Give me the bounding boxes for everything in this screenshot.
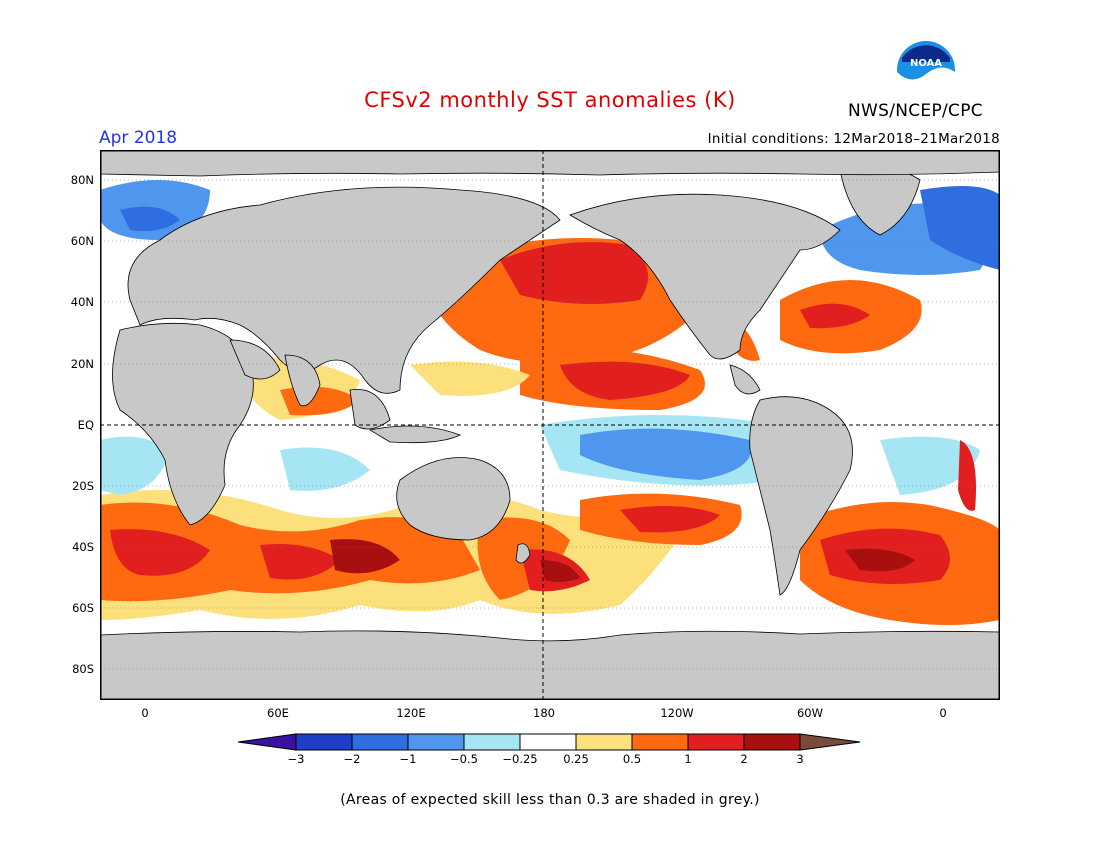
- agency-label: NWS/NCEP/CPC: [848, 101, 983, 121]
- colorbar-bin-1: [295, 733, 353, 751]
- colorbar-bin-2: [351, 733, 409, 751]
- x-tick-120e: 120E: [396, 706, 426, 720]
- colorbar-bin-8: [687, 733, 745, 751]
- colorbar-label: −3: [287, 752, 305, 766]
- colorbar: [238, 733, 861, 751]
- sst-anomaly-map: [100, 150, 1000, 700]
- x-tick-0: 0: [141, 706, 149, 720]
- antarctica-landmass: [100, 630, 1000, 700]
- y-tick-eq: EQ: [77, 418, 94, 432]
- north-america-landmass: [569, 193, 841, 360]
- y-tick-20n: 20N: [70, 357, 94, 371]
- colorbar-bin-3: [407, 733, 465, 751]
- map-frame: [100, 150, 1000, 700]
- colorbar-label: −0.5: [450, 752, 478, 766]
- x-tick-60w: 60W: [796, 706, 823, 720]
- colorbar-low-extend: [238, 733, 297, 751]
- land-masses: [100, 150, 1000, 700]
- colorbar-bin-6: [575, 733, 633, 751]
- colorbar-label: −2: [343, 752, 361, 766]
- colorbar-label: 0.25: [563, 752, 589, 766]
- initial-conditions: Initial conditions: 12Mar2018–21Mar2018: [707, 131, 1000, 147]
- y-tick-60n: 60N: [70, 234, 94, 248]
- y-tick-20s: 20S: [72, 479, 94, 493]
- page-title: CFSv2 monthly SST anomalies (K): [364, 88, 736, 112]
- colorbar-bin-9: [743, 733, 801, 751]
- y-tick-40s: 40S: [72, 540, 94, 554]
- x-tick-120w: 120W: [660, 706, 694, 720]
- x-tick-0-right: 0: [939, 706, 947, 720]
- colorbar-label: 1: [684, 752, 692, 766]
- x-tick-180: 180: [533, 706, 555, 720]
- noaa-logo-text: NOAA: [910, 58, 942, 69]
- australia-landmass: [396, 457, 511, 541]
- y-tick-80n: 80N: [70, 173, 94, 187]
- colorbar-bin-4: [463, 733, 521, 751]
- colorbar-high-extend: [799, 733, 861, 751]
- skill-note: (Areas of expected skill less than 0.3 a…: [340, 792, 760, 808]
- forecast-month: Apr 2018: [99, 128, 178, 148]
- south-america-landmass: [749, 396, 853, 596]
- colorbar-label: −1: [399, 752, 417, 766]
- colorbar-bin-7: [631, 733, 689, 751]
- colorbar-label: 0.5: [622, 752, 642, 766]
- colorbar-bin-5: [519, 733, 577, 751]
- colorbar-label: 3: [796, 752, 804, 766]
- eurasia-landmass: [127, 186, 561, 394]
- y-tick-80s: 80S: [72, 662, 94, 676]
- noaa-logo: NOAA: [897, 41, 955, 100]
- colorbar-label: −0.25: [502, 752, 538, 766]
- y-tick-60s: 60S: [72, 601, 94, 615]
- colorbar-label: 2: [740, 752, 748, 766]
- y-tick-40n: 40N: [70, 295, 94, 309]
- x-tick-60e: 60E: [267, 706, 289, 720]
- africa-landmass: [112, 322, 254, 526]
